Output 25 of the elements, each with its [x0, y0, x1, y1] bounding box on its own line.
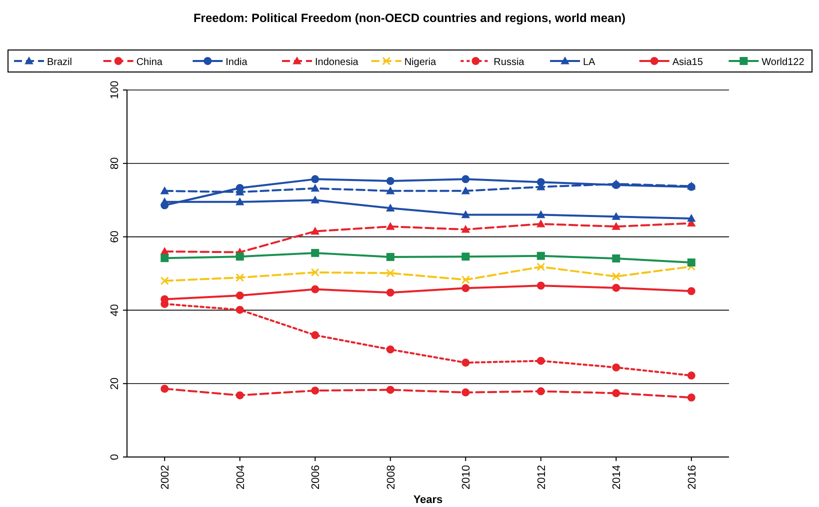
x-tick-label: 2004 [234, 465, 247, 490]
legend-label: LA [583, 57, 596, 68]
y-tick-label: 80 [109, 157, 121, 170]
x-tick-label: 2010 [460, 465, 473, 490]
x-axis-title: Years [413, 494, 443, 506]
x-tick-label: 2006 [310, 465, 322, 490]
x-tick-label: 2008 [385, 465, 398, 490]
x-tick-label: 2016 [686, 465, 698, 490]
legend-label: World122 [762, 57, 805, 68]
y-tick-label: 0 [109, 454, 121, 460]
legend-label: Nigeria [404, 57, 436, 68]
legend-label: China [136, 57, 163, 68]
x-tick-label: 2014 [611, 465, 624, 490]
y-tick-label: 100 [109, 80, 121, 100]
legend-label: Indonesia [315, 57, 359, 68]
legend-label: Brazil [47, 57, 72, 68]
legend-label: Asia15 [672, 57, 704, 68]
y-tick-label: 60 [109, 230, 121, 243]
x-tick-label: 2002 [160, 465, 172, 490]
y-tick-label: 20 [109, 377, 121, 390]
legend-label: India [226, 57, 248, 68]
chart-title: Freedom: Political Freedom (non-OECD countries and regions, world mean) [193, 11, 626, 25]
legend-label: Russia [494, 57, 525, 68]
y-tick-label: 40 [109, 304, 121, 316]
x-tick-label: 2012 [536, 465, 548, 490]
